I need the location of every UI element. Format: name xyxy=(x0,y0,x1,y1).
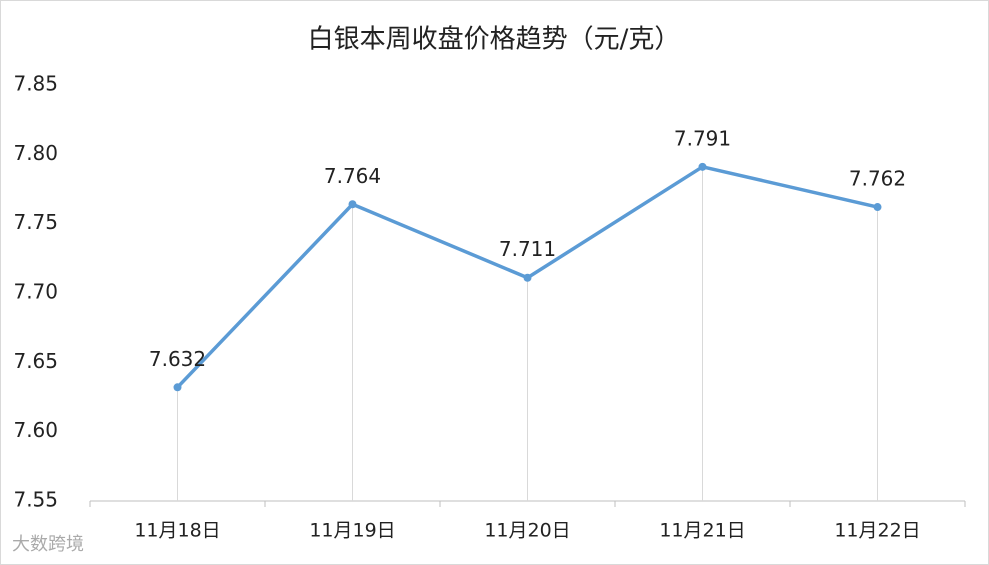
x-tick-label: 11月21日 xyxy=(659,520,745,542)
y-tick-label: 7.65 xyxy=(13,349,58,373)
x-tick-label: 11月18日 xyxy=(134,520,220,542)
y-tick-label: 7.60 xyxy=(13,418,58,442)
data-label: 7.632 xyxy=(149,347,206,371)
data-point xyxy=(348,200,357,209)
chart-title: 白银本周收盘价格趋势（元/克） xyxy=(308,25,681,55)
x-tick-label: 11月20日 xyxy=(484,520,570,542)
data-point xyxy=(173,383,182,392)
y-tick-label: 7.80 xyxy=(13,141,58,165)
y-tick-label: 7.75 xyxy=(13,210,58,234)
y-tick-label: 7.70 xyxy=(13,280,58,304)
data-label: 7.711 xyxy=(499,237,556,261)
watermark: 大数跨境 xyxy=(12,534,84,555)
data-point xyxy=(873,203,882,212)
y-tick-label: 7.55 xyxy=(13,488,58,512)
x-tick-label: 11月19日 xyxy=(309,520,395,542)
y-tick-label: 7.85 xyxy=(13,72,58,96)
data-label: 7.791 xyxy=(674,126,731,150)
x-tick-label: 11月22日 xyxy=(834,520,920,542)
data-label: 7.764 xyxy=(324,164,381,188)
data-point xyxy=(698,162,707,171)
data-label: 7.762 xyxy=(849,167,906,191)
data-point xyxy=(523,273,532,282)
